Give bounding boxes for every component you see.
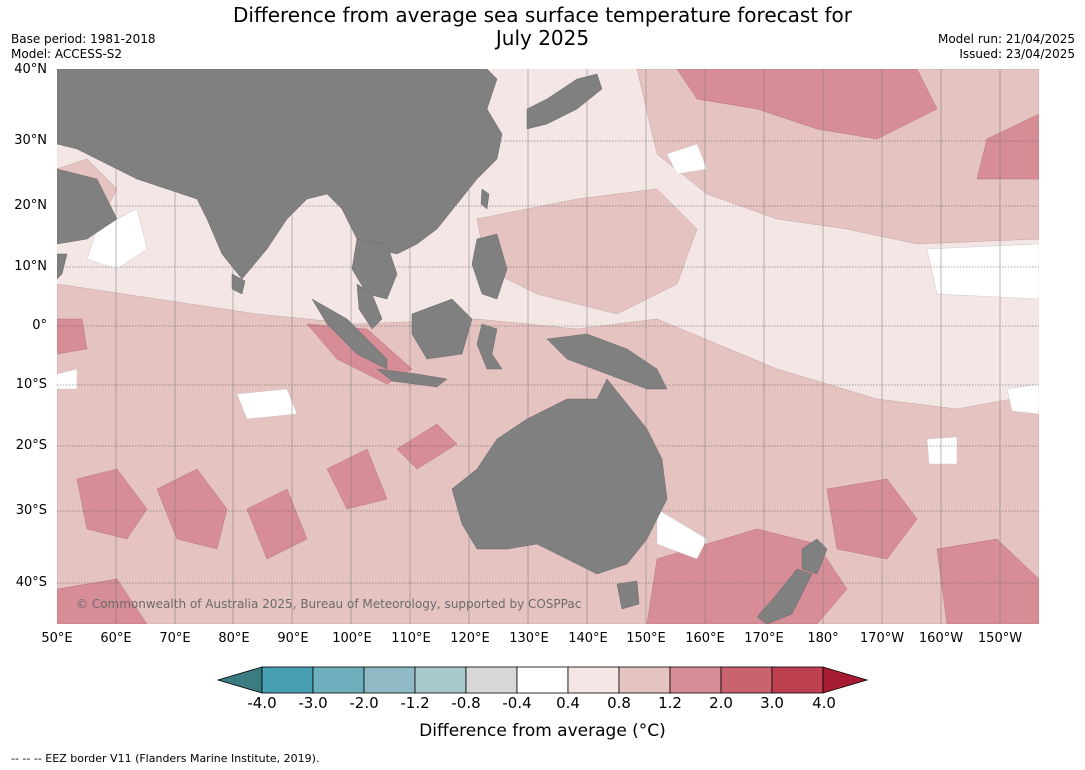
lon-label: 160°W: [918, 631, 964, 646]
colorbar-tick: 4.0: [812, 694, 836, 712]
lon-label: 100°E: [332, 631, 372, 646]
colorbar-extend-high: [822, 666, 869, 694]
colorbar-segment: [516, 666, 569, 694]
colorbar-segment: [414, 666, 467, 694]
colorbar-segment: [567, 666, 620, 694]
lon-label: 130°E: [509, 631, 549, 646]
landmass-new-zealand-north: [801, 538, 828, 575]
sst-anomaly-map: [57, 69, 1039, 624]
copyright-notice: © Commonwealth of Australia 2025, Bureau…: [76, 597, 582, 611]
colorbar-segment: [312, 666, 365, 694]
map-title: Difference from average sea surface temp…: [0, 4, 1085, 50]
landmass-new-zealand-south: [756, 568, 813, 624]
lon-label: 120°E: [450, 631, 490, 646]
landmass-sri-lanka: [231, 273, 246, 295]
landmass-philippines: [471, 233, 508, 300]
landmass-japan: [526, 73, 603, 130]
colorbar: [217, 666, 869, 694]
lon-label: 160°E: [685, 631, 725, 646]
eez-footnote: -- -- -- EEZ border V11 (Flanders Marine…: [11, 752, 320, 765]
colorbar-segment: [771, 666, 824, 694]
map-canvas: [57, 69, 1039, 624]
model-name: Model: ACCESS-S2: [11, 47, 123, 61]
lon-label: 110°E: [391, 631, 431, 646]
colorbar-tick: 0.8: [607, 694, 631, 712]
landmass-indochina: [351, 238, 398, 300]
title-line-2: July 2025: [495, 26, 590, 50]
colorbar-tick: 3.0: [760, 694, 784, 712]
lat-label: 0°: [32, 318, 47, 333]
landmass-new-guinea: [546, 333, 668, 390]
colorbar-tick: -4.0: [247, 694, 277, 712]
landmass-tasmania: [616, 580, 640, 610]
landmass-australia: [451, 378, 668, 575]
colorbar-segment: [261, 666, 314, 694]
colorbar-segment: [720, 666, 773, 694]
lat-label: 10°N: [14, 259, 47, 274]
lon-label: 80°E: [218, 631, 250, 646]
lat-label: 20°S: [15, 438, 47, 453]
colorbar-segment: [363, 666, 416, 694]
lat-label: 40°S: [15, 575, 47, 590]
colorbar-tick: -0.8: [451, 694, 481, 712]
landmass-malay-peninsula: [356, 283, 383, 330]
colorbar-tick: -2.0: [349, 694, 379, 712]
colorbar-tick: 0.4: [556, 694, 580, 712]
colorbar-tick: -3.0: [298, 694, 328, 712]
colorbar-segment: [465, 666, 518, 694]
landmass-africa-horn: [57, 253, 68, 280]
near-average-patches: [57, 143, 1039, 560]
colorbar-tick: -1.2: [400, 694, 430, 712]
lon-label: 90°E: [277, 631, 309, 646]
lon-label: 60°E: [100, 631, 132, 646]
landmass-sumatra: [311, 298, 388, 370]
colorbar-segment: [669, 666, 722, 694]
lon-label: 170°E: [744, 631, 784, 646]
landmass-java: [376, 368, 448, 388]
lon-label: 50°E: [41, 631, 73, 646]
model-run: Model run: 21/04/2025: [937, 32, 1075, 46]
colorbar-tick: 2.0: [709, 694, 733, 712]
lat-label: 30°S: [15, 503, 47, 518]
land: [57, 69, 828, 624]
landmass-taiwan: [480, 188, 490, 210]
model-info: Base period: 1981-2018 Model: ACCESS-S2: [11, 32, 156, 62]
title-line-1: Difference from average sea surface temp…: [232, 3, 852, 27]
issued-date: Issued: 23/04/2025: [959, 47, 1075, 61]
colorbar-extend-low: [217, 666, 263, 694]
lat-label: 30°N: [14, 133, 47, 148]
base-period: Base period: 1981-2018: [11, 32, 156, 46]
colorbar-tick: -0.4: [502, 694, 532, 712]
landmass-borneo: [411, 298, 473, 360]
colorbar-tick: 1.2: [658, 694, 682, 712]
landmass-asia: [57, 69, 503, 280]
lon-label: 180°: [807, 631, 839, 646]
colorbar-label: Difference from average (°C): [419, 721, 666, 741]
lat-label: 40°N: [14, 62, 47, 77]
lon-label: 140°E: [568, 631, 608, 646]
colorbar-segment: [618, 666, 671, 694]
lon-label: 150°E: [626, 631, 666, 646]
landmass-arabia: [57, 168, 118, 245]
lat-label: 10°S: [15, 377, 47, 392]
lat-label: 20°N: [14, 198, 47, 213]
lon-label: 150°W: [977, 631, 1023, 646]
lon-label: 170°W: [859, 631, 905, 646]
run-info: Model run: 21/04/2025 Issued: 23/04/2025: [938, 32, 1075, 62]
lon-label: 70°E: [159, 631, 191, 646]
landmass-sulawesi: [476, 323, 503, 370]
